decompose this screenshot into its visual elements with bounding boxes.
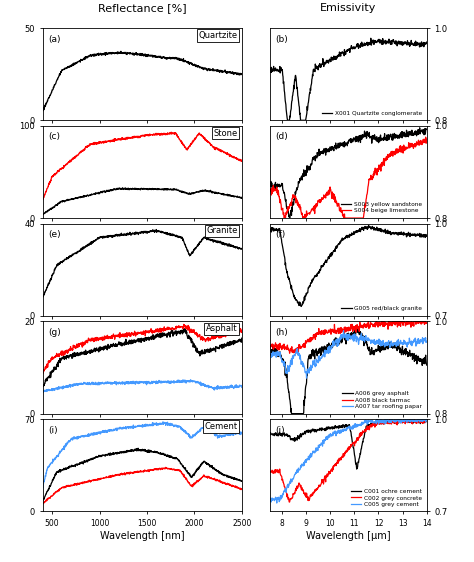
- Text: (d): (d): [275, 132, 288, 141]
- Text: (e): (e): [49, 230, 61, 239]
- Text: (i): (i): [49, 425, 58, 434]
- Text: (h): (h): [275, 328, 288, 337]
- X-axis label: Wavelength [μm]: Wavelength [μm]: [306, 531, 391, 541]
- Text: Quartzite: Quartzite: [199, 31, 238, 40]
- Legend: C001 ochre cement, C002 grey concrete, C005 grey cement: C001 ochre cement, C002 grey concrete, C…: [349, 487, 424, 509]
- Text: (c): (c): [49, 132, 61, 141]
- Text: Cement: Cement: [205, 422, 238, 431]
- Text: Granite: Granite: [206, 226, 238, 235]
- Text: Emissivity: Emissivity: [320, 3, 376, 13]
- Text: (j): (j): [275, 425, 284, 434]
- Legend: A006 grey asphalt, A008 black tarmac, A007 tar roofing papar: A006 grey asphalt, A008 black tarmac, A0…: [340, 389, 424, 411]
- X-axis label: Wavelength [nm]: Wavelength [nm]: [100, 531, 184, 541]
- Text: (a): (a): [49, 34, 61, 43]
- Text: (b): (b): [275, 34, 288, 43]
- Legend: G005 red/black granite: G005 red/black granite: [339, 305, 424, 313]
- Text: Stone: Stone: [213, 129, 238, 138]
- Text: Asphalt: Asphalt: [206, 324, 238, 333]
- Legend: X001 Quartzite conglomerate: X001 Quartzite conglomerate: [320, 109, 424, 117]
- Text: (f): (f): [275, 230, 285, 239]
- Text: (g): (g): [49, 328, 61, 337]
- Legend: S003 yellow sandstone, S004 beige limestone: S003 yellow sandstone, S004 beige limest…: [339, 200, 424, 215]
- Text: Reflectance [%]: Reflectance [%]: [98, 3, 186, 13]
